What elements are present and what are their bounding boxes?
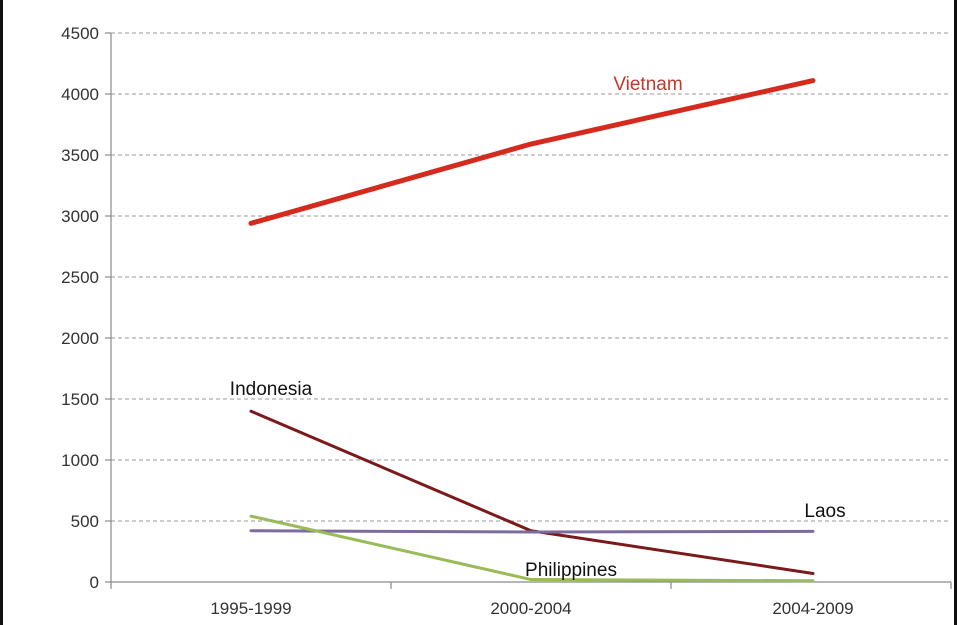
series-label-indonesia: Indonesia	[230, 379, 313, 400]
y-tick-label: 2000	[61, 329, 99, 348]
series-line-philippines	[249, 514, 815, 583]
y-tick-label: 1500	[61, 390, 99, 409]
series-labels: Vietnam Indonesia Laos Philippines	[230, 74, 846, 581]
y-tick-label: 3500	[61, 146, 99, 165]
y-tick-label: 1000	[61, 451, 99, 470]
gridlines	[111, 32, 951, 522]
y-tick-label: 500	[71, 512, 99, 531]
y-tick-label: 3000	[61, 207, 99, 226]
series-label-vietnam: Vietnam	[613, 74, 682, 95]
y-tick-label: 2500	[61, 268, 99, 287]
y-tick-labels: 0 500 1000 1500 2000 2500 3000 3500 4000 4500	[61, 24, 99, 592]
series-label-laos: Laos	[804, 501, 845, 522]
series-line-vietnam	[248, 78, 816, 226]
series-label-philippines: Philippines	[525, 560, 617, 581]
x-tick-labels: 1995-1999 2000-2004 2004-2009	[210, 599, 853, 618]
x-tick-label: 2000-2004	[490, 599, 571, 618]
x-tick-label: 2004-2009	[772, 599, 853, 618]
series-lines	[248, 78, 816, 583]
series-line-laos	[249, 529, 815, 534]
y-tick-label: 0	[90, 573, 99, 592]
line-chart: 0 500 1000 1500 2000 2500 3000 3500 4000 4500 199…	[61, 24, 952, 618]
x-tick-label: 1995-1999	[210, 599, 291, 618]
y-tick-label: 4500	[61, 24, 99, 43]
y-tick-label: 4000	[61, 85, 99, 104]
series-line-indonesia	[249, 409, 815, 575]
